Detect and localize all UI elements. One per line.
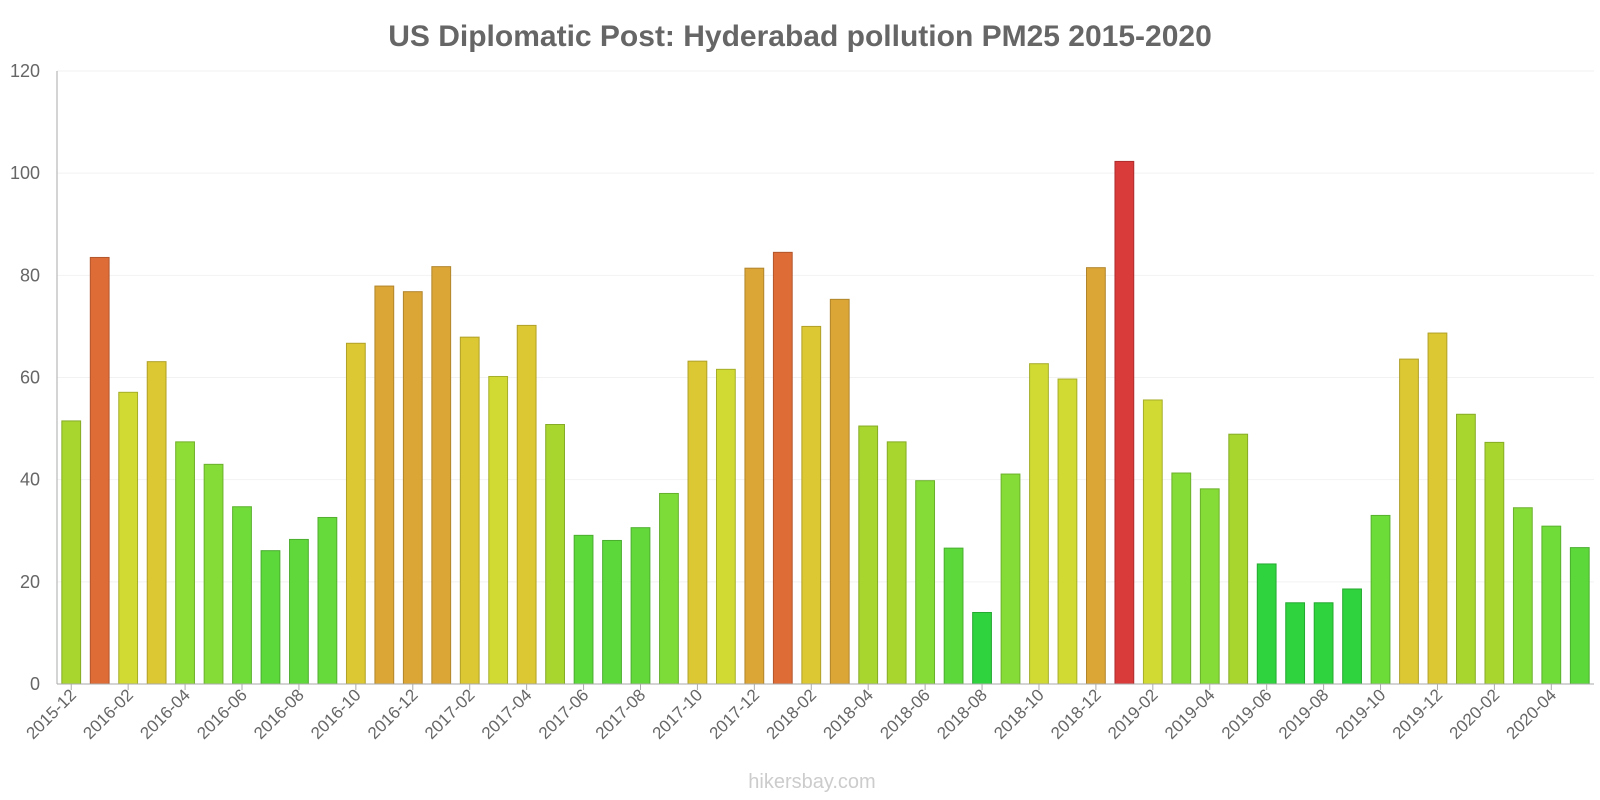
y-tick-label: 60 — [20, 368, 40, 388]
bar-2018-10[interactable] — [1029, 363, 1049, 685]
bar-2017-06[interactable] — [573, 534, 594, 685]
bar-2017-09[interactable] — [659, 492, 679, 685]
y-tick-label: 80 — [20, 265, 40, 285]
bar-2017-11[interactable] — [715, 368, 736, 685]
bar-2015-12[interactable] — [61, 420, 82, 685]
x-tick-label: 2019-08 — [1275, 685, 1333, 743]
bar-2019-05[interactable] — [1228, 433, 1249, 685]
bar-2018-09[interactable] — [1000, 473, 1021, 685]
bar-2019-04[interactable] — [1199, 488, 1220, 685]
x-tick-labels: 2015-12 2016-02 2016-04 2016-06 2016-08 2016-… — [23, 684, 1561, 743]
bar-2020-05[interactable] — [1569, 547, 1590, 685]
bars-group — [61, 160, 1590, 685]
bar-2016-04[interactable] — [175, 441, 195, 685]
bar-2020-04[interactable] — [1541, 525, 1562, 685]
bar-2018-12[interactable] — [1086, 267, 1106, 685]
x-tick-label: 2019-04 — [1161, 685, 1219, 743]
bar-2017-03[interactable] — [488, 375, 509, 685]
bar-2016-08[interactable] — [289, 538, 309, 685]
x-tick-label: 2020-04 — [1503, 685, 1561, 743]
bar-2018-02[interactable] — [801, 325, 822, 685]
y-tick-label: 0 — [30, 674, 40, 694]
bar-2019-03[interactable] — [1171, 472, 1192, 685]
y-tick-label: 100 — [10, 163, 40, 183]
bar-2019-06[interactable] — [1256, 563, 1277, 685]
x-tick-label: 2017-12 — [706, 685, 764, 743]
bar-2016-10[interactable] — [345, 342, 366, 685]
bar-2017-07[interactable] — [602, 539, 622, 685]
bar-2016-11[interactable] — [374, 285, 395, 685]
x-tick-label: 2018-12 — [1047, 685, 1105, 743]
bar-2016-02[interactable] — [118, 391, 139, 685]
bar-2016-07[interactable] — [260, 550, 281, 685]
x-tick-label: 2019-12 — [1389, 685, 1447, 743]
bar-2017-01[interactable] — [431, 266, 452, 685]
x-tick-label: 2018-04 — [819, 685, 877, 743]
bar-2018-07[interactable] — [943, 547, 964, 685]
bar-2016-09[interactable] — [317, 516, 338, 685]
bar-2019-09[interactable] — [1342, 588, 1362, 685]
x-tick-label: 2018-10 — [990, 685, 1048, 743]
x-tick-label: 2019-02 — [1104, 685, 1162, 743]
y-tick-labels: 0 20 40 60 80 100 120 — [10, 61, 40, 694]
bar-2016-03[interactable] — [146, 361, 167, 685]
y-tick-label: 40 — [20, 470, 40, 490]
bar-2019-08[interactable] — [1313, 602, 1334, 685]
bar-2018-11[interactable] — [1057, 378, 1078, 685]
bar-2017-02[interactable] — [459, 336, 480, 685]
bar-2017-04[interactable] — [516, 324, 537, 685]
bar-2018-03[interactable] — [829, 298, 850, 685]
x-tick-label: 2019-06 — [1218, 685, 1276, 743]
x-tick-label: 2016-02 — [79, 685, 137, 743]
bar-2017-05[interactable] — [545, 423, 565, 685]
x-tick-label: 2016-12 — [364, 685, 422, 743]
credit-watermark: hikersbay.com — [748, 771, 875, 793]
chart-title: US Diplomatic Post: Hyderabad pollution … — [388, 20, 1212, 53]
bar-2020-01[interactable] — [1456, 413, 1476, 685]
bar-2018-01[interactable] — [772, 251, 793, 685]
bar-2019-01[interactable] — [1114, 160, 1135, 685]
bar-2016-12[interactable] — [402, 291, 423, 685]
x-tick-label: 2020-02 — [1446, 685, 1504, 743]
bar-2016-01[interactable] — [89, 256, 110, 685]
x-tick-label: 2018-02 — [763, 685, 821, 743]
bar-2019-11[interactable] — [1399, 358, 1419, 685]
x-tick-label: 2017-02 — [421, 685, 479, 743]
bar-2019-10[interactable] — [1370, 514, 1391, 685]
bar-2018-05[interactable] — [886, 441, 907, 685]
bar-2020-03[interactable] — [1512, 507, 1533, 685]
bar-2018-04[interactable] — [858, 425, 879, 685]
bar-2019-07[interactable] — [1285, 602, 1306, 685]
x-tick-label: 2017-10 — [649, 685, 707, 743]
bar-2020-02[interactable] — [1484, 441, 1505, 685]
x-tick-label: 2016-08 — [250, 685, 308, 743]
x-tick-label: 2017-08 — [592, 685, 650, 743]
bar-2018-08[interactable] — [972, 611, 992, 685]
x-tick-label: 2016-06 — [193, 685, 251, 743]
y-tick-label: 20 — [20, 572, 40, 592]
y-tick-label: 120 — [10, 61, 40, 81]
bar-2017-12[interactable] — [744, 267, 765, 685]
x-tick-label: 2015-12 — [23, 685, 81, 743]
axes — [56, 71, 1594, 685]
x-tick-label: 2018-08 — [933, 685, 991, 743]
x-tick-label: 2018-06 — [876, 685, 934, 743]
bar-2019-12[interactable] — [1427, 332, 1448, 685]
bar-2017-10[interactable] — [687, 360, 708, 685]
grid-lines — [57, 70, 1594, 583]
bar-2018-06[interactable] — [915, 480, 936, 685]
bar-2016-06[interactable] — [232, 506, 252, 685]
bar-2019-02[interactable] — [1142, 399, 1163, 685]
bar-2016-05[interactable] — [203, 463, 224, 685]
bar-2017-08[interactable] — [630, 527, 651, 685]
x-tick-label: 2016-04 — [136, 685, 194, 743]
x-tick-label: 2019-10 — [1332, 685, 1390, 743]
x-tick-label: 2017-06 — [535, 685, 593, 743]
x-tick-label: 2017-04 — [478, 685, 536, 743]
x-tick-label: 2016-10 — [307, 685, 365, 743]
